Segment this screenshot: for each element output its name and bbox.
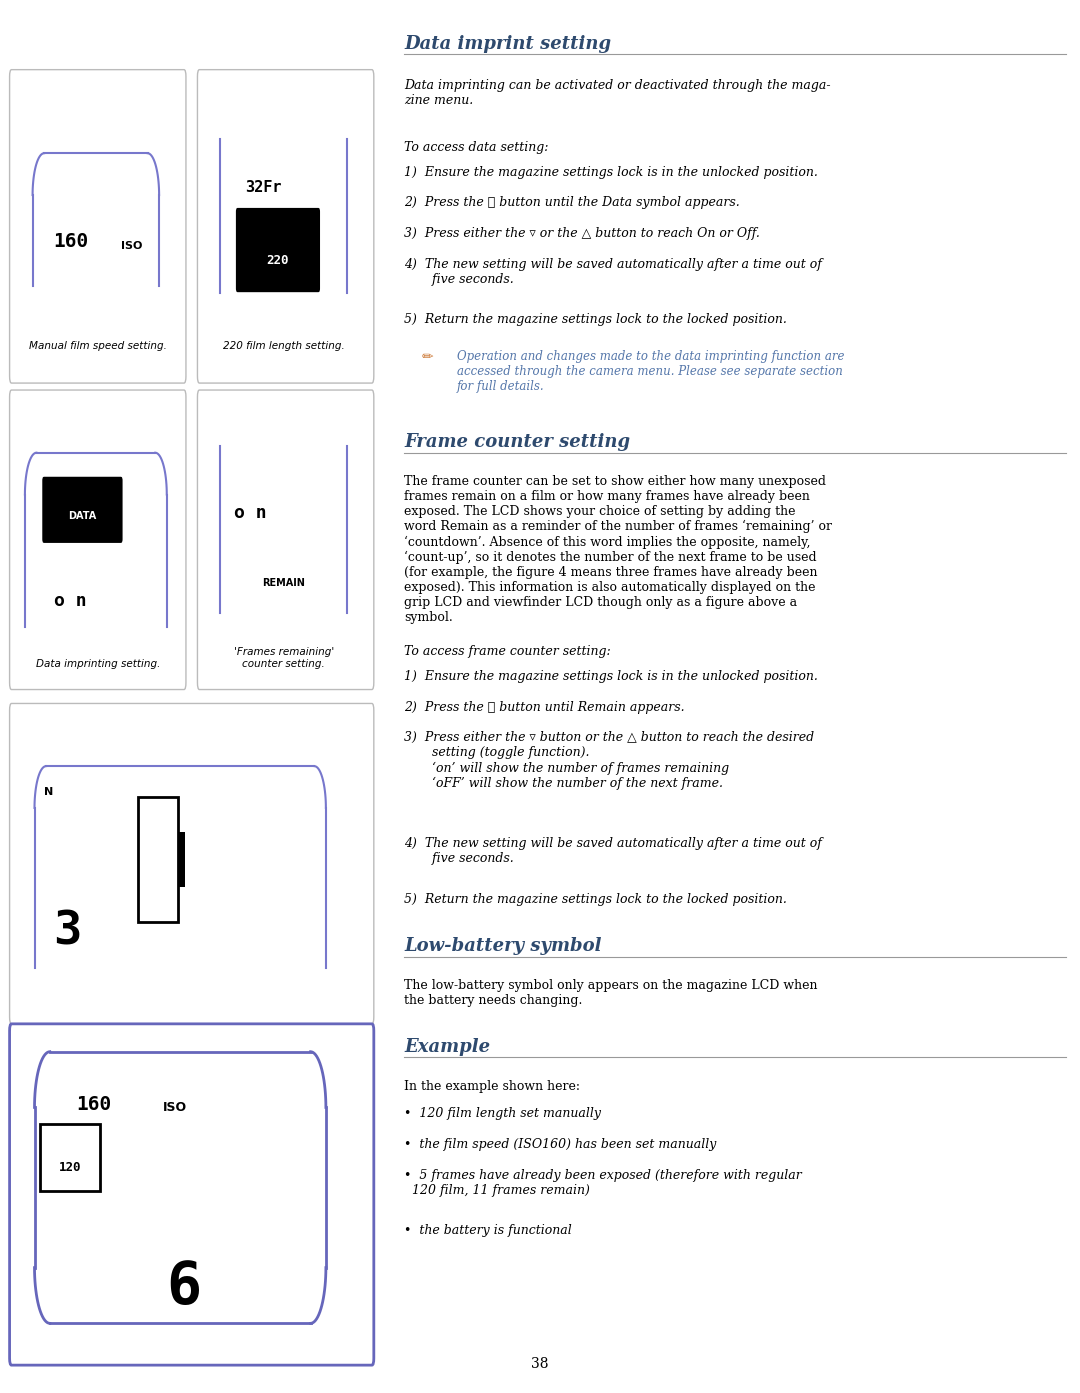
Text: 3)  Press either the ▿ button or the △ button to reach the desired
       settin: 3) Press either the ▿ button or the △ bu… — [404, 731, 814, 790]
Text: The low-battery symbol only appears on the magazine LCD when
the battery needs c: The low-battery symbol only appears on t… — [404, 979, 818, 1007]
Text: 4)  The new setting will be saved automatically after a time out of
       five : 4) The new setting will be saved automat… — [404, 837, 822, 865]
Bar — [40, 1124, 99, 1191]
Text: 5)  Return the magazine settings lock to the locked position.: 5) Return the magazine settings lock to … — [404, 893, 787, 905]
Text: ISO: ISO — [121, 241, 143, 251]
Text: 'Frames remaining'
counter setting.: 'Frames remaining' counter setting. — [233, 646, 334, 669]
FancyBboxPatch shape — [237, 209, 319, 291]
Bar — [138, 797, 178, 922]
FancyBboxPatch shape — [43, 478, 122, 542]
Text: 5)  Return the magazine settings lock to the locked position.: 5) Return the magazine settings lock to … — [404, 313, 787, 326]
FancyBboxPatch shape — [198, 390, 374, 690]
Text: The frame counter can be set to show either how many unexposed
frames remain on : The frame counter can be set to show eit… — [404, 475, 833, 624]
FancyBboxPatch shape — [10, 1024, 374, 1365]
Text: Low-battery symbol: Low-battery symbol — [404, 937, 602, 956]
FancyBboxPatch shape — [10, 703, 374, 1024]
Text: 220: 220 — [267, 255, 289, 267]
Text: 1)  Ensure the magazine settings lock is in the unlocked position.: 1) Ensure the magazine settings lock is … — [404, 166, 819, 178]
Text: ✏: ✏ — [421, 350, 433, 364]
Text: 6: 6 — [166, 1259, 202, 1316]
Text: o n: o n — [54, 592, 86, 610]
Bar — [178, 832, 185, 887]
Text: ISO: ISO — [163, 1102, 187, 1114]
Text: •  5 frames have already been exposed (therefore with regular
  120 film, 11 fra: • 5 frames have already been exposed (th… — [404, 1169, 802, 1197]
Text: 160: 160 — [77, 1095, 112, 1114]
Text: REMAIN: REMAIN — [262, 578, 306, 588]
Text: 38: 38 — [531, 1357, 549, 1371]
FancyBboxPatch shape — [10, 70, 186, 383]
Text: •  the film speed (ISO160) has been set manually: • the film speed (ISO160) has been set m… — [404, 1138, 717, 1151]
Text: Manual film speed setting.: Manual film speed setting. — [29, 341, 166, 351]
Text: 2)  Press the Ⓘ button until Remain appears.: 2) Press the Ⓘ button until Remain appea… — [404, 701, 685, 713]
Text: Data imprinting can be activated or deactivated through the maga-
zine menu.: Data imprinting can be activated or deac… — [404, 79, 831, 107]
Text: To access data setting:: To access data setting: — [404, 141, 549, 153]
Text: 1)  Ensure the magazine settings lock is in the unlocked position.: 1) Ensure the magazine settings lock is … — [404, 670, 819, 683]
Text: 4)  The new setting will be saved automatically after a time out of
       five : 4) The new setting will be saved automat… — [404, 258, 822, 286]
Text: 120: 120 — [59, 1162, 81, 1174]
Text: 2)  Press the Ⓘ button until the Data symbol appears.: 2) Press the Ⓘ button until the Data sym… — [404, 196, 740, 209]
Text: N: N — [44, 787, 53, 797]
Text: To access frame counter setting:: To access frame counter setting: — [404, 645, 611, 657]
FancyBboxPatch shape — [10, 390, 186, 690]
FancyBboxPatch shape — [198, 70, 374, 383]
Text: Data imprinting setting.: Data imprinting setting. — [36, 659, 160, 669]
Text: •  the battery is functional: • the battery is functional — [404, 1224, 572, 1237]
Text: Example: Example — [404, 1038, 490, 1056]
Text: In the example shown here:: In the example shown here: — [404, 1080, 580, 1092]
Text: 3: 3 — [53, 910, 81, 954]
Text: Frame counter setting: Frame counter setting — [404, 433, 631, 451]
Text: 3)  Press either the ▿ or the △ button to reach On or Off.: 3) Press either the ▿ or the △ button to… — [404, 227, 760, 240]
Text: 160: 160 — [54, 231, 89, 251]
Text: Data imprint setting: Data imprint setting — [404, 35, 611, 53]
Text: DATA: DATA — [68, 511, 96, 521]
Text: Operation and changes made to the data imprinting function are
accessed through : Operation and changes made to the data i… — [457, 350, 845, 393]
Text: o n: o n — [234, 504, 267, 522]
Text: 32Fr: 32Fr — [245, 180, 282, 195]
Text: •  120 film length set manually: • 120 film length set manually — [404, 1107, 602, 1120]
Text: 220 film length setting.: 220 film length setting. — [222, 341, 345, 351]
